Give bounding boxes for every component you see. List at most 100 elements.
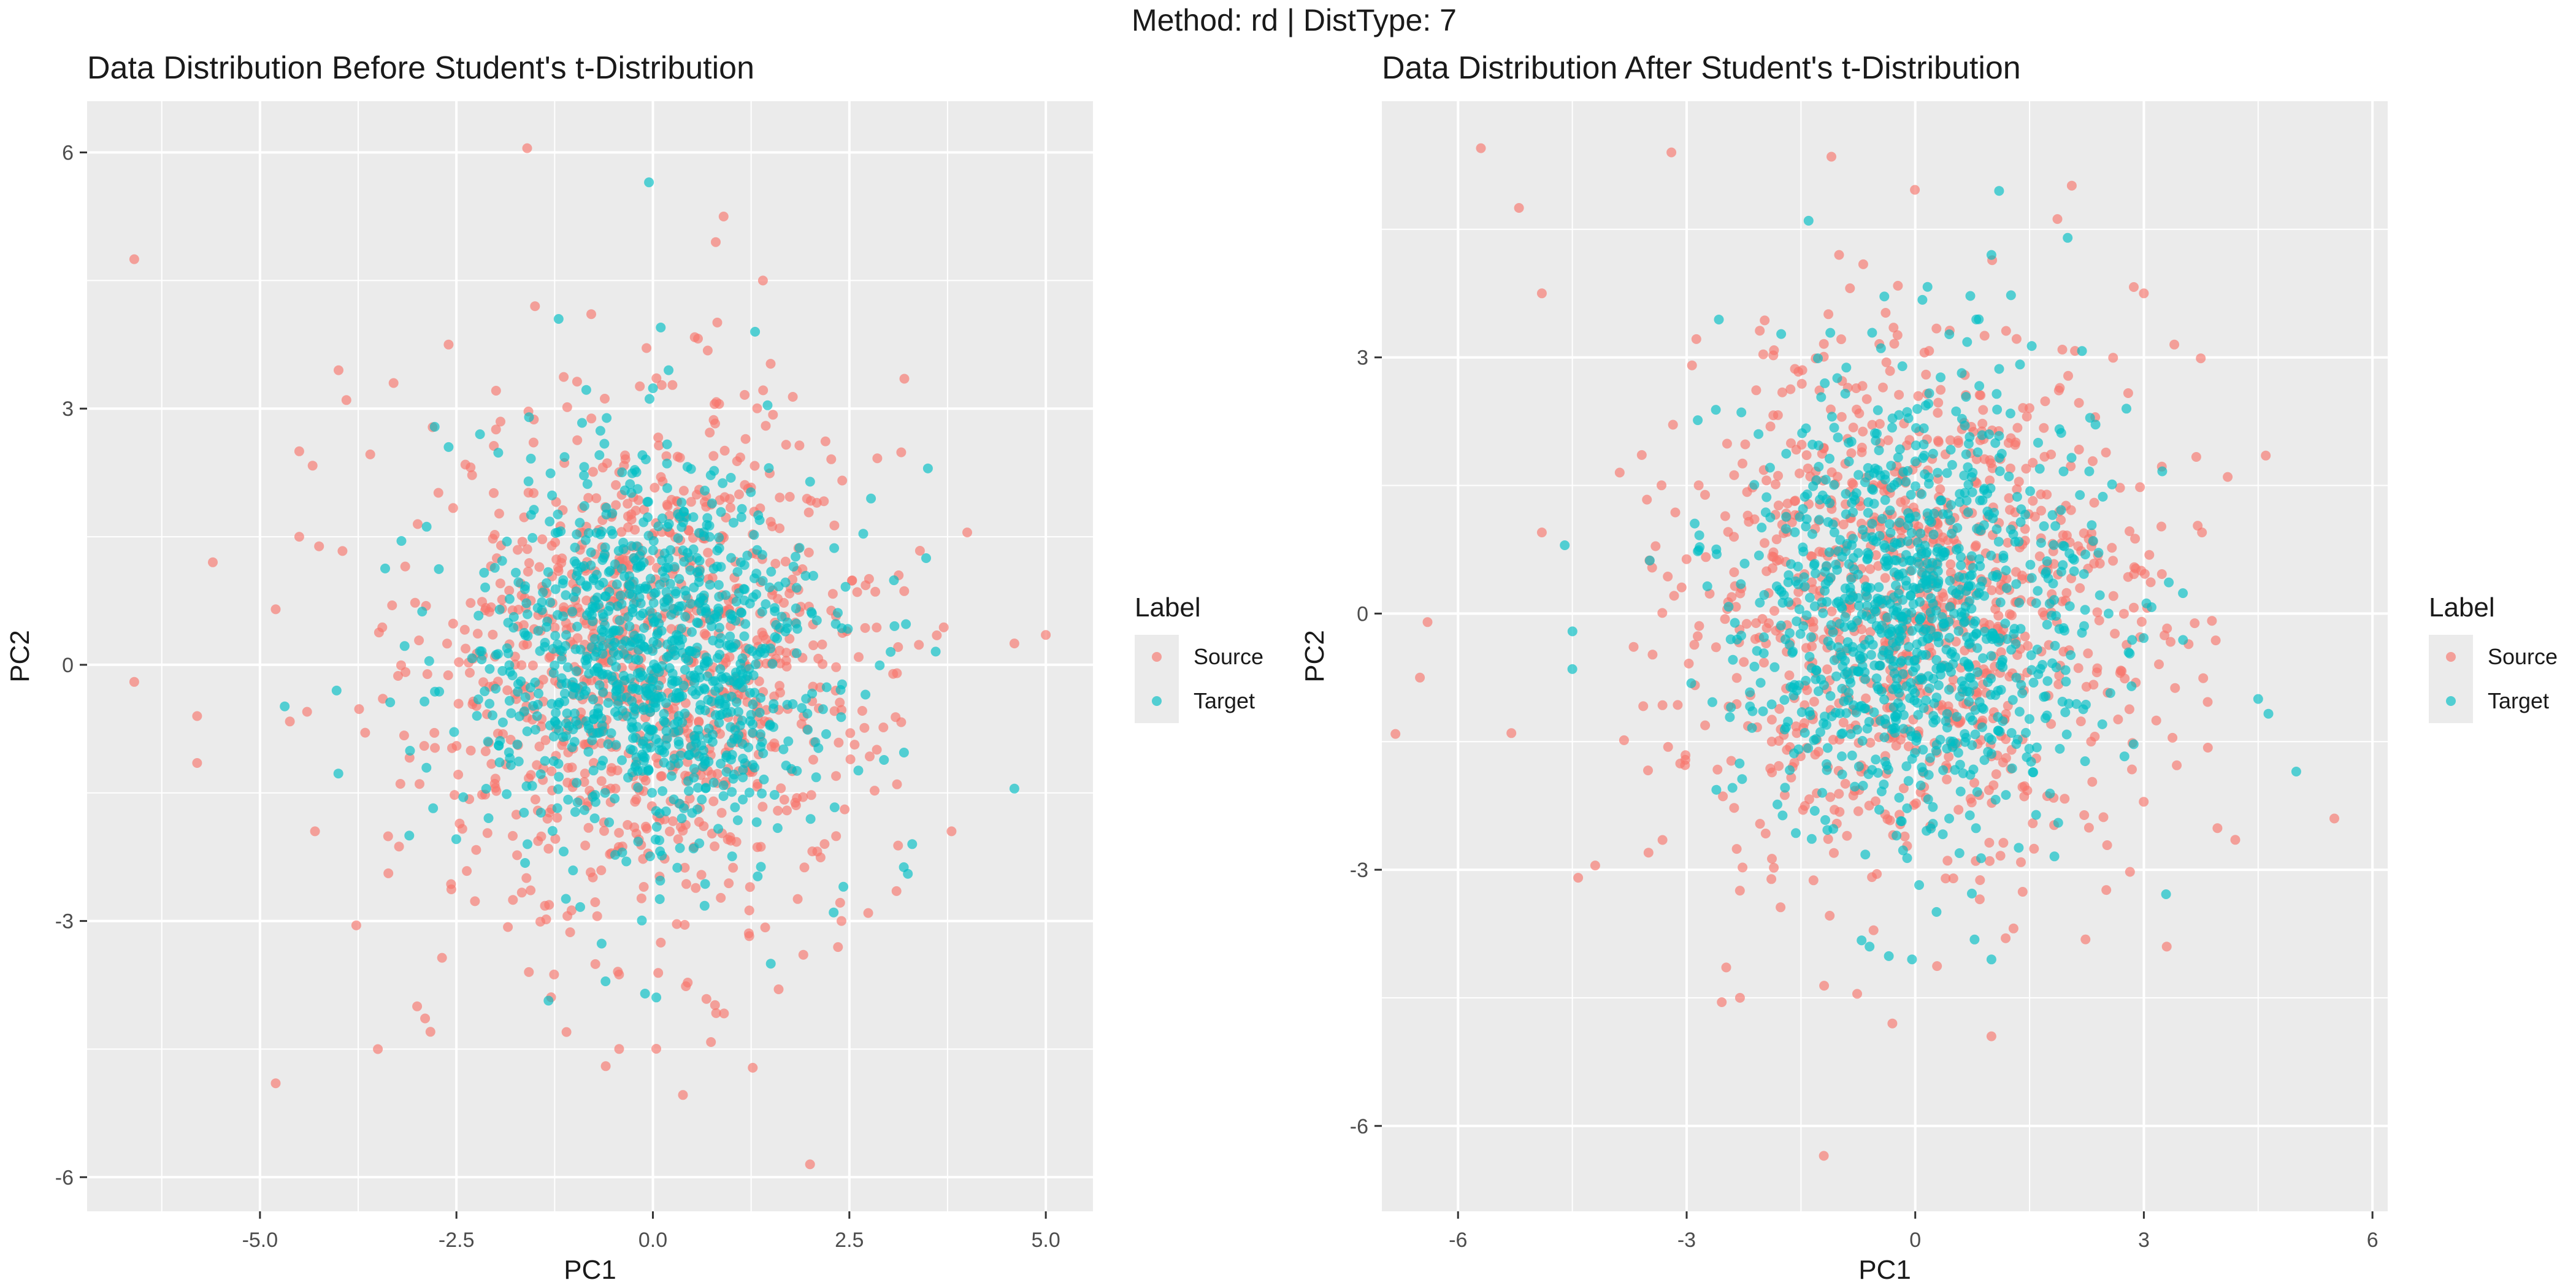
point-target (673, 635, 684, 646)
point-target (757, 788, 767, 799)
point-target (1567, 626, 1577, 637)
point-source (534, 562, 545, 572)
point-target (1711, 544, 1722, 554)
point-source (829, 520, 840, 531)
point-target (632, 722, 642, 732)
point-target (1921, 549, 1931, 559)
point-target (1728, 654, 1738, 665)
point-target (1822, 561, 1831, 571)
point-target (1869, 707, 1879, 718)
point-source (1731, 673, 1742, 683)
point-target (1707, 697, 1717, 707)
point-target (802, 708, 813, 719)
point-target (553, 784, 564, 794)
point-source (446, 884, 456, 894)
point-target (736, 512, 746, 523)
point-source (1691, 334, 1701, 344)
point-target (1965, 432, 1975, 442)
point-source (1867, 872, 1877, 883)
point-target (633, 837, 643, 847)
point-target (1897, 361, 1907, 372)
point-target (2105, 688, 2115, 698)
point-target (594, 450, 605, 460)
point-source (414, 635, 424, 646)
point-target (1887, 423, 1897, 433)
point-target (1824, 547, 1834, 558)
point-target (1939, 661, 1950, 671)
point-target (1730, 618, 1740, 628)
point-target (735, 721, 745, 730)
point-source (2108, 353, 2118, 363)
point-target (1942, 468, 1952, 478)
point-target (1911, 730, 1921, 740)
point-source (1854, 408, 1865, 418)
point-source (1827, 606, 1837, 616)
point-target (708, 564, 719, 574)
point-source (2191, 452, 2201, 462)
point-target (1963, 462, 1973, 472)
point-target (746, 710, 756, 720)
x-tick-label: 0.0 (638, 1229, 667, 1252)
point-target (2095, 590, 2105, 600)
point-target (521, 781, 532, 791)
point-target (1822, 759, 1831, 769)
point-target (1849, 564, 1859, 575)
x-tick-label: -6 (1449, 1229, 1467, 1252)
point-target (838, 881, 849, 892)
point-target (1968, 764, 1979, 775)
point-target (2011, 672, 2022, 683)
point-source (504, 585, 515, 596)
point-target (1960, 608, 1970, 618)
point-target (1922, 583, 1933, 593)
point-source (1415, 672, 1425, 683)
point-target (692, 553, 702, 563)
point-target (2079, 569, 2089, 579)
point-source (2014, 477, 2024, 487)
point-target (557, 654, 567, 665)
point-target (1954, 848, 1965, 858)
point-target (1901, 477, 1911, 487)
point-target (2090, 420, 2101, 430)
point-target (1888, 702, 1899, 713)
point-source (270, 1078, 281, 1089)
point-target (1837, 769, 1847, 780)
point-source (1628, 642, 1639, 652)
point-target (689, 677, 700, 688)
point-target (1827, 711, 1837, 721)
point-target (559, 846, 569, 857)
point-target (599, 612, 609, 623)
point-target (493, 448, 504, 458)
point-source (893, 840, 903, 851)
point-target (707, 737, 718, 747)
point-target (1918, 745, 1928, 755)
point-target (526, 453, 536, 464)
point-target (617, 847, 627, 857)
point-target (861, 689, 871, 700)
point-source (784, 588, 795, 599)
point-target (1945, 445, 1956, 455)
point-target (1844, 456, 1854, 467)
point-source (2135, 482, 2145, 493)
point-target (739, 596, 749, 605)
point-source (702, 345, 713, 356)
point-target (553, 610, 562, 620)
point-source (583, 822, 594, 833)
point-target (635, 633, 646, 643)
point-target (506, 708, 516, 718)
point-target (2032, 645, 2042, 654)
point-source (1887, 1018, 1898, 1029)
point-source (1871, 796, 1880, 807)
point-source (792, 793, 802, 803)
point-source (1809, 697, 1819, 707)
point-target (1769, 662, 1780, 672)
point-source (724, 878, 734, 889)
point-target (701, 606, 711, 616)
point-target (2033, 437, 2043, 448)
point-target (2007, 763, 2017, 773)
point-target (813, 743, 824, 753)
point-source (711, 1008, 721, 1018)
point-target (562, 708, 572, 719)
point-target (2031, 598, 2041, 608)
legend-key-target (1152, 696, 1162, 706)
point-target (829, 802, 840, 813)
